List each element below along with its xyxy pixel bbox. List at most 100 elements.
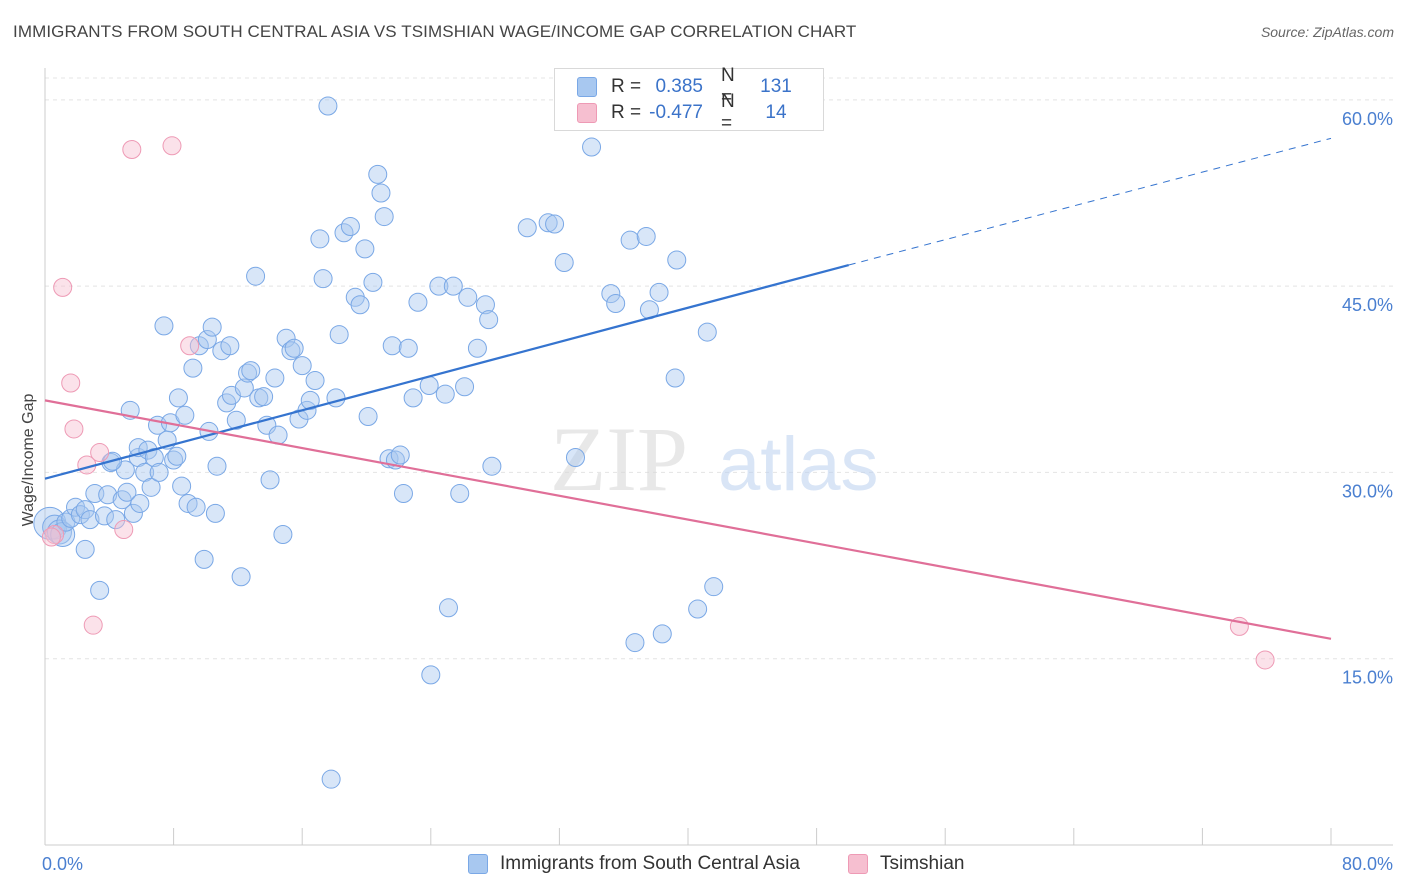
point-south-central-asia xyxy=(321,769,341,789)
point-south-central-asia xyxy=(374,207,394,227)
point-south-central-asia xyxy=(42,514,68,540)
point-south-central-asia xyxy=(305,371,325,391)
point-south-central-asia xyxy=(665,368,685,388)
point-south-central-asia xyxy=(517,218,537,238)
point-south-central-asia xyxy=(429,276,449,296)
y-tick-label: 15.0% xyxy=(1342,668,1393,688)
point-south-central-asia xyxy=(475,295,495,315)
point-south-central-asia xyxy=(467,338,487,358)
source-attribution: Source: ZipAtlas.com xyxy=(1260,24,1394,40)
point-south-central-asia xyxy=(238,363,258,383)
legend-r-value: -0.477 xyxy=(649,102,703,123)
point-south-central-asia xyxy=(326,388,346,408)
bottom-legend-swatch-blue xyxy=(468,854,488,874)
chart-title: IMMIGRANTS FROM SOUTH CENTRAL ASIA VS TS… xyxy=(13,22,857,41)
point-south-central-asia xyxy=(94,506,114,526)
legend-swatch-pink xyxy=(577,103,597,123)
point-south-central-asia xyxy=(276,328,296,348)
point-south-central-asia xyxy=(398,338,418,358)
point-south-central-asia xyxy=(482,456,502,476)
point-south-central-asia xyxy=(231,567,251,587)
point-south-central-asia xyxy=(138,440,158,460)
point-south-central-asia xyxy=(194,549,214,569)
point-south-central-asia xyxy=(168,388,188,408)
point-tsimshian xyxy=(45,525,65,545)
point-south-central-asia xyxy=(310,229,330,249)
point-south-central-asia xyxy=(363,272,383,292)
point-south-central-asia xyxy=(172,476,192,496)
point-south-central-asia xyxy=(390,445,410,465)
legend-r-label: R = xyxy=(611,102,642,123)
y-tick-label: 30.0% xyxy=(1342,481,1393,501)
point-south-central-asia xyxy=(234,378,254,398)
point-south-central-asia xyxy=(226,410,246,430)
legend-r-value: 0.385 xyxy=(655,76,703,97)
legend-n-label: N = xyxy=(721,91,735,134)
bottom-legend-swatch-pink xyxy=(848,854,868,874)
point-south-central-asia xyxy=(175,405,195,425)
point-south-central-asia xyxy=(189,336,209,356)
point-tsimshian xyxy=(64,419,84,439)
y-tick-label: 45.0% xyxy=(1342,295,1393,315)
point-tsimshian xyxy=(53,277,73,297)
point-south-central-asia xyxy=(260,470,280,490)
point-south-central-asia xyxy=(254,387,274,407)
point-tsimshian xyxy=(162,136,182,156)
point-south-central-asia xyxy=(438,598,458,618)
point-tsimshian xyxy=(83,615,103,635)
point-south-central-asia xyxy=(458,287,478,307)
trendline-tsimshian xyxy=(44,399,1332,640)
point-south-central-asia xyxy=(75,539,95,559)
point-south-central-asia xyxy=(241,361,261,381)
point-south-central-asia xyxy=(329,325,349,345)
legend-row-series2: R = -0.477 N = 14 xyxy=(577,91,801,134)
point-south-central-asia xyxy=(450,484,470,504)
point-south-central-asia xyxy=(284,338,304,358)
point-south-central-asia xyxy=(80,510,100,530)
point-south-central-asia xyxy=(300,390,320,410)
y-axis-label: Wage/Income Gap xyxy=(20,394,37,527)
point-south-central-asia xyxy=(601,284,621,304)
point-south-central-asia xyxy=(98,485,118,505)
point-tsimshian xyxy=(1255,650,1275,670)
point-south-central-asia xyxy=(435,384,455,404)
point-south-central-asia xyxy=(582,137,602,157)
stats-legend: R = 0.385 N = 131 R = -0.477 N = 14 xyxy=(554,65,824,134)
point-south-central-asia xyxy=(652,624,672,644)
bottom-legend-label-series1: Immigrants from South Central Asia xyxy=(500,853,800,874)
point-south-central-asia xyxy=(538,213,558,233)
point-south-central-asia xyxy=(106,510,126,530)
point-tsimshian xyxy=(114,520,134,540)
point-south-central-asia xyxy=(649,282,669,302)
point-south-central-asia xyxy=(620,230,640,250)
x-tick-label-max: 80.0% xyxy=(1342,854,1393,874)
bottom-legend-label-series2: Tsimshian xyxy=(880,853,965,874)
point-south-central-asia xyxy=(186,497,206,517)
point-south-central-asia xyxy=(149,462,169,482)
point-south-central-asia xyxy=(183,358,203,378)
point-south-central-asia xyxy=(355,239,375,259)
point-south-central-asia xyxy=(371,183,391,203)
point-south-central-asia xyxy=(340,217,360,237)
point-south-central-asia xyxy=(154,316,174,336)
point-south-central-asia xyxy=(625,633,645,653)
trendline-south-central-asia xyxy=(44,263,850,480)
point-south-central-asia xyxy=(220,336,240,356)
point-south-central-asia xyxy=(697,322,717,342)
point-south-central-asia xyxy=(358,407,378,427)
point-south-central-asia xyxy=(61,508,81,528)
point-south-central-asia xyxy=(704,577,724,597)
point-tsimshian xyxy=(41,527,61,547)
x-tick-label-min: 0.0% xyxy=(42,854,83,874)
point-south-central-asia xyxy=(606,294,626,314)
y-tick-label: 60.0% xyxy=(1342,109,1393,129)
point-south-central-asia xyxy=(393,484,413,504)
legend-n-value: 131 xyxy=(760,76,792,97)
point-south-central-asia xyxy=(688,599,708,619)
point-south-central-asia xyxy=(318,96,338,116)
point-south-central-asia xyxy=(207,456,227,476)
legend-row-series1: R = 0.385 N = 131 xyxy=(577,65,801,108)
point-south-central-asia xyxy=(273,525,293,545)
trendline-extension-south-central-asia xyxy=(848,137,1332,266)
